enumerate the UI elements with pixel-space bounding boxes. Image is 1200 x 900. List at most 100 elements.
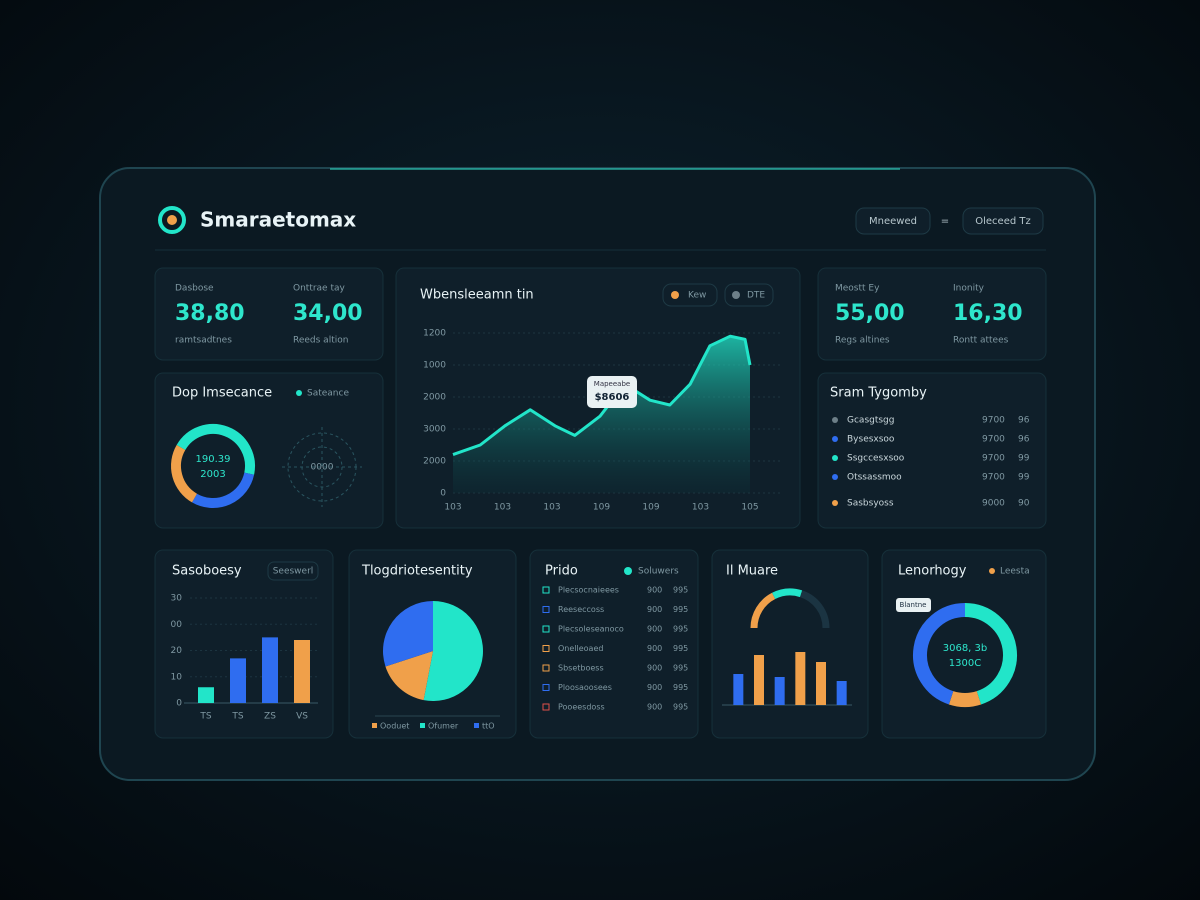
y-tick-label: 2000: [423, 393, 446, 403]
kpi-note: Regs altines: [835, 336, 890, 346]
legend-dot: [989, 568, 995, 574]
x-tick-label: 103: [543, 503, 560, 513]
kpi-value: 16,30: [953, 301, 1023, 326]
toggle[interactable]: [662, 283, 718, 307]
pie-slice: [385, 651, 433, 701]
kpi-label: Dasbose: [175, 284, 214, 294]
y-tick-label: 0: [440, 489, 446, 499]
x-tick-label: TS: [199, 712, 211, 722]
center-label: 2003: [200, 469, 225, 480]
row-dot: [832, 474, 838, 480]
row-value: 9700: [982, 473, 1005, 483]
donut-segment: [913, 603, 966, 705]
pie-slice: [382, 601, 433, 667]
row-name: Ploosaoosees: [558, 683, 612, 692]
y-tick-label: 2000: [423, 457, 446, 467]
row-dot: [832, 417, 838, 423]
bar: [230, 658, 246, 703]
x-tick-label: 105: [741, 503, 758, 513]
row-name: Sasbsyoss: [847, 499, 894, 509]
card: [711, 549, 869, 739]
row-name: Plecsoleseanoco: [558, 625, 624, 634]
row-value: 9700: [982, 435, 1005, 445]
row-name: Plecsocnaieees: [558, 586, 619, 595]
row-value: 900: [647, 664, 662, 673]
row-value: 995: [673, 703, 688, 712]
row-name: Otssassmoo: [847, 473, 902, 483]
row-value: 995: [673, 644, 688, 653]
row-value: 995: [673, 683, 688, 692]
row-dot: [542, 586, 550, 594]
row-value: 995: [673, 605, 688, 614]
logo-dot: [167, 215, 177, 225]
button-label: Seeswerl: [273, 567, 314, 577]
row-dot: [542, 684, 550, 691]
toggle-label: Kew: [688, 291, 706, 301]
kpi-note: Rontt attees: [953, 336, 1009, 346]
row-value: 96: [1018, 435, 1030, 445]
donut-segment: [948, 691, 982, 707]
x-tick-label: 109: [642, 503, 659, 513]
chart-title: Tlogdriotesentity: [361, 564, 473, 579]
kpi-label: Onttrae tay: [293, 284, 346, 294]
legend-dot: [296, 390, 302, 396]
donut-segment: [192, 472, 255, 508]
row-dot: [542, 625, 550, 633]
legend-dot: [624, 567, 632, 575]
row-name: Gcasgtsgg: [847, 416, 894, 426]
row-name: Sbsetboess: [558, 664, 604, 673]
chart-title: Sasoboesy: [172, 564, 242, 579]
bar: [774, 677, 785, 705]
donut-segment: [964, 603, 1017, 705]
button-label: Mneewed: [869, 216, 917, 227]
toggle[interactable]: [724, 283, 774, 307]
row-dot: [542, 606, 550, 613]
center-label: 1300C: [949, 658, 981, 669]
row-value: 900: [647, 644, 662, 653]
legend-label: ttO: [482, 722, 495, 731]
row-value: 900: [647, 683, 662, 692]
gauge-segment: [772, 588, 803, 600]
chart-title: Wbensleeamn tin: [420, 288, 534, 303]
card: [817, 267, 1047, 361]
tooltip-label: Mapeeabe: [594, 380, 630, 388]
row-name: Onelleoaed: [558, 644, 603, 653]
y-tick-label: 0: [176, 699, 182, 709]
legend-swatch: [420, 723, 425, 728]
donut-segment: [171, 445, 198, 503]
x-tick-label: 103: [494, 503, 511, 513]
row-value: 9000: [982, 499, 1005, 509]
row-dot: [832, 436, 838, 442]
x-tick-label: 103: [444, 503, 461, 513]
button[interactable]: [855, 207, 931, 235]
toggle-dot: [732, 291, 740, 299]
tooltip-label: Blantne: [900, 601, 927, 609]
x-tick-label: TS: [231, 712, 243, 722]
button-label: Oleceed Tz: [975, 216, 1031, 227]
center-label: 190.39: [196, 454, 231, 465]
row-value: 995: [673, 664, 688, 673]
button[interactable]: [962, 207, 1044, 235]
legend-label: Ooduet: [380, 722, 409, 731]
y-tick-label: 1000: [423, 361, 446, 371]
toggle-label: DTE: [747, 291, 765, 301]
donut-segment: [176, 424, 255, 475]
kpi-value: 34,00: [293, 301, 363, 326]
bar: [836, 681, 847, 705]
row-dot: [542, 645, 550, 652]
row-name: Pooeesdoss: [558, 703, 605, 712]
kpi-note: ramtsadtnes: [175, 336, 232, 346]
bar: [754, 655, 764, 705]
y-tick-label: 30: [171, 594, 183, 604]
kpi-label: Inonity: [953, 284, 985, 294]
row-value: 90: [1018, 499, 1030, 509]
button[interactable]: [267, 561, 319, 581]
row-value: 900: [647, 586, 662, 595]
row-name: Ssgccesxsoo: [847, 454, 905, 464]
tooltip-value: $8606: [595, 392, 630, 403]
row-value: 99: [1018, 454, 1030, 464]
x-tick-label: 103: [692, 503, 709, 513]
row-name: Bysesxsoo: [847, 435, 895, 445]
